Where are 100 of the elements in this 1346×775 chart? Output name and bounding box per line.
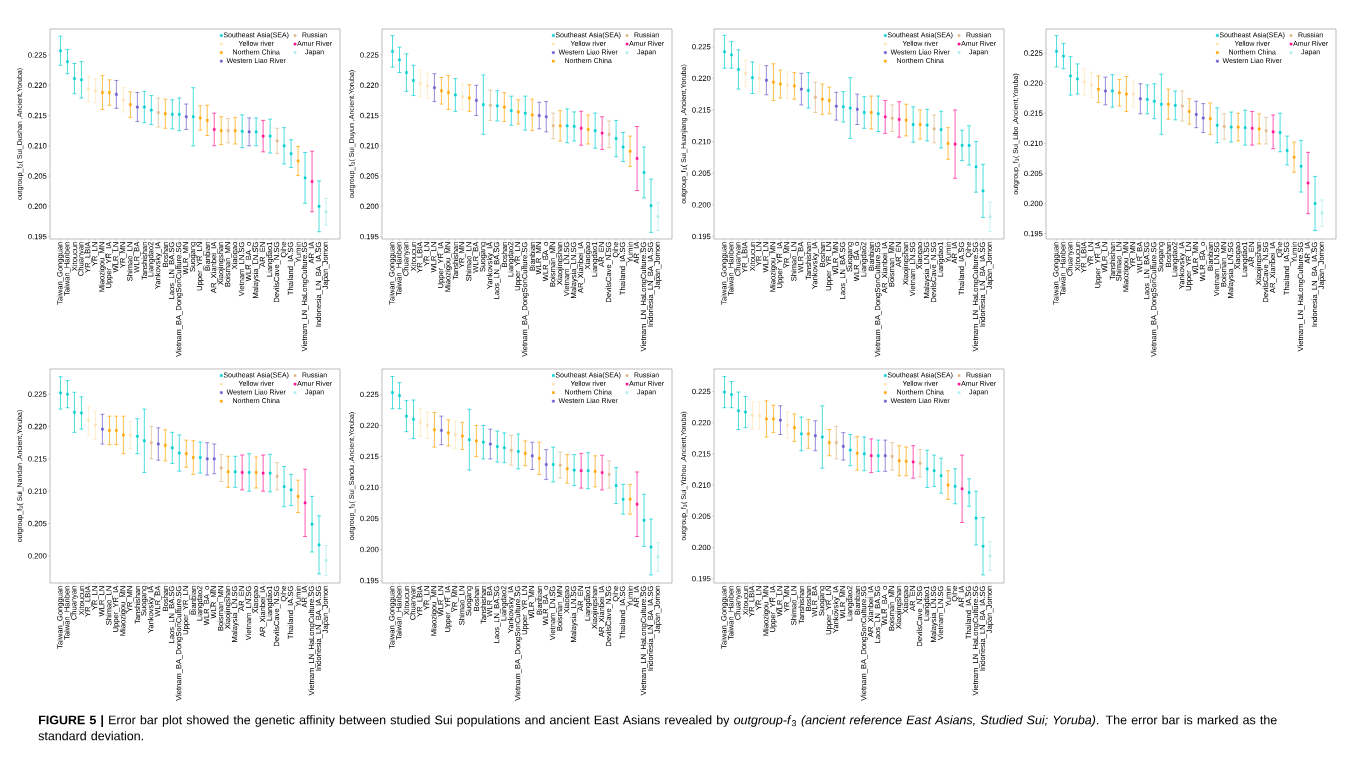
point [289, 152, 293, 155]
point [883, 115, 887, 119]
point [1187, 110, 1191, 113]
point [324, 210, 328, 214]
point [800, 87, 803, 91]
point [807, 432, 810, 436]
point [835, 441, 838, 444]
point [1125, 92, 1128, 96]
point [1118, 91, 1121, 95]
point [656, 215, 660, 218]
point [530, 113, 534, 117]
point [730, 393, 733, 396]
point [593, 470, 597, 473]
point [649, 204, 653, 208]
point [642, 171, 646, 174]
point [391, 50, 394, 53]
point [565, 124, 569, 128]
point [953, 484, 957, 488]
point [233, 129, 237, 132]
point [66, 60, 69, 63]
point [1104, 89, 1107, 93]
point [723, 390, 726, 394]
point [419, 82, 422, 85]
point [289, 488, 293, 492]
point [890, 116, 894, 120]
point [412, 79, 415, 82]
point [191, 456, 195, 459]
point [607, 133, 611, 136]
point [607, 473, 611, 476]
point [751, 413, 754, 417]
point [1097, 87, 1100, 91]
point [482, 103, 485, 106]
point [115, 429, 118, 432]
point [932, 127, 936, 131]
point [586, 128, 590, 131]
point [254, 471, 258, 474]
point [419, 421, 422, 424]
point [779, 82, 782, 86]
point [191, 115, 195, 119]
point [765, 78, 768, 82]
point [489, 103, 492, 107]
point [1320, 211, 1324, 215]
point [268, 471, 272, 475]
point [468, 96, 471, 100]
point [405, 71, 408, 74]
point [828, 441, 831, 444]
point [1208, 117, 1212, 120]
point [94, 423, 97, 427]
point [925, 467, 929, 471]
point [960, 144, 964, 147]
point [744, 71, 747, 75]
point [953, 142, 957, 146]
point [433, 86, 436, 89]
point [296, 495, 300, 498]
point [737, 68, 740, 71]
point [772, 80, 775, 84]
point [157, 442, 160, 446]
point [177, 451, 181, 455]
point [136, 105, 139, 109]
point [226, 470, 230, 474]
point [911, 123, 915, 126]
point [828, 99, 831, 102]
point [988, 215, 992, 219]
point [122, 433, 125, 437]
point [600, 471, 604, 474]
point [1146, 98, 1149, 101]
point [779, 418, 782, 422]
point [946, 483, 950, 487]
point [303, 176, 307, 180]
point [80, 78, 83, 82]
point [261, 471, 265, 475]
point [398, 58, 401, 62]
point [848, 448, 852, 452]
point [129, 433, 132, 437]
point [87, 87, 90, 91]
point [628, 149, 632, 153]
point [1076, 77, 1079, 81]
point [537, 457, 541, 460]
point [461, 434, 464, 438]
point [814, 96, 817, 99]
point [282, 485, 286, 488]
text: FIGURE 5 | Error bar plot showed the genetic affinity between studied Sui populations and ancient East Asians revealed by outgroup-f$_{3}$ (ancient reference East Asians, Studied Sui; Yoruba). The error bar is marked as the standard deviation. [38, 715, 1277, 741]
point [310, 180, 314, 183]
point [1313, 202, 1317, 205]
point [1055, 49, 1058, 53]
point [80, 411, 83, 415]
point [1173, 104, 1177, 107]
point [101, 427, 104, 431]
point [475, 439, 478, 443]
point [572, 125, 576, 128]
point [205, 119, 209, 122]
point [212, 128, 216, 131]
point [412, 417, 415, 421]
point [821, 435, 824, 439]
point [621, 145, 625, 149]
point [219, 466, 223, 470]
point [551, 463, 555, 466]
point [876, 112, 880, 116]
point [911, 460, 915, 464]
point [296, 159, 300, 163]
